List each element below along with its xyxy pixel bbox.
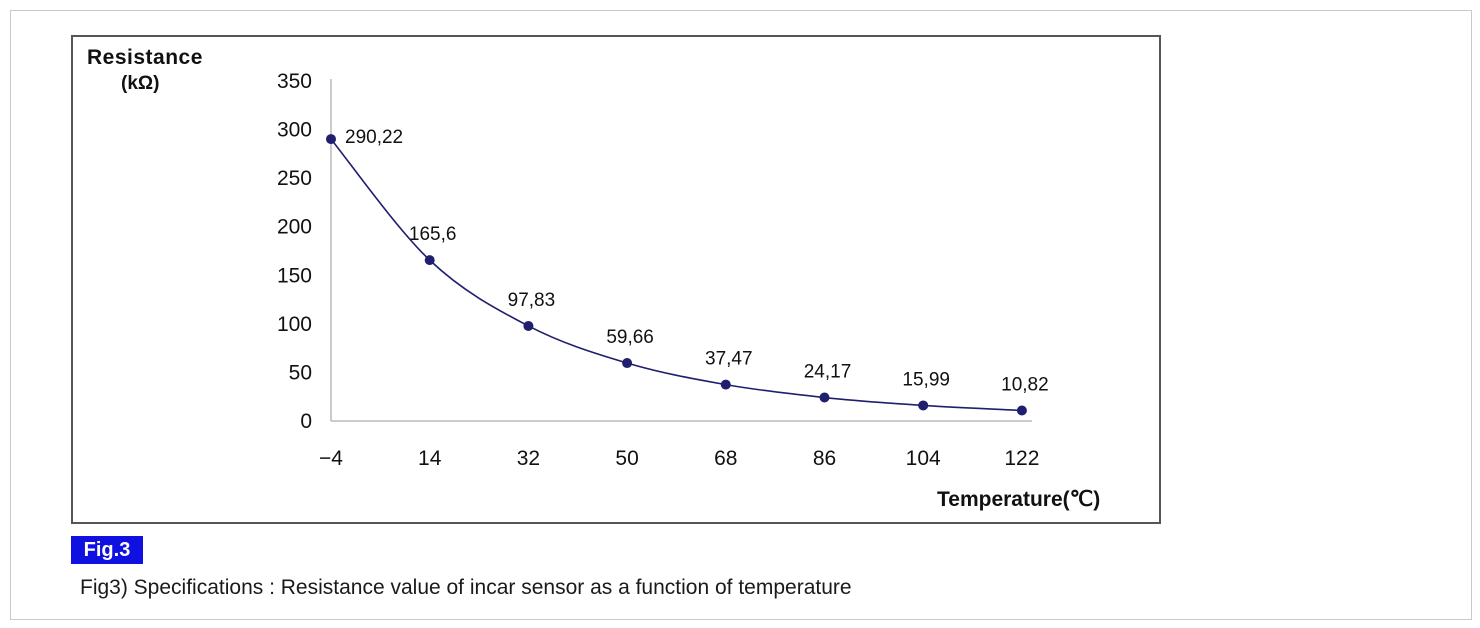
x-axis-title: Temperature(℃) xyxy=(937,488,1101,511)
figure-badge: Fig.3 xyxy=(71,536,143,564)
data-label: 97,83 xyxy=(508,290,556,311)
data-label: 165,6 xyxy=(409,224,457,245)
y-tick-label: 200 xyxy=(277,216,312,239)
x-tick-label: 32 xyxy=(517,447,540,470)
data-point xyxy=(1016,405,1027,416)
x-tick-label: −4 xyxy=(319,447,343,470)
x-tick-label: 104 xyxy=(906,447,941,470)
data-label: 290,22 xyxy=(345,127,403,148)
x-tick-label: 68 xyxy=(714,447,737,470)
figure-frame xyxy=(10,10,1472,620)
y-tick-label: 350 xyxy=(277,70,312,93)
data-point xyxy=(424,255,435,266)
chart-area xyxy=(71,35,1161,524)
y-tick-label: 0 xyxy=(300,410,312,433)
x-tick-label: 86 xyxy=(813,447,836,470)
x-tick-label: 50 xyxy=(615,447,638,470)
y-tick-label: 300 xyxy=(277,119,312,142)
y-tick-label: 150 xyxy=(277,264,312,287)
data-label: 59,66 xyxy=(606,327,654,348)
data-point xyxy=(326,134,336,145)
data-point xyxy=(523,320,534,331)
data-point xyxy=(720,379,731,390)
figure-caption: Fig3) Specifications : Resistance value … xyxy=(80,576,852,599)
y-tick-label: 100 xyxy=(277,313,312,336)
data-point xyxy=(819,392,830,403)
data-point xyxy=(622,358,633,369)
data-label: 10,82 xyxy=(1001,374,1049,395)
y-tick-label: 250 xyxy=(277,167,312,190)
data-label: 24,17 xyxy=(804,362,852,383)
data-point xyxy=(918,400,929,411)
x-tick-label: 14 xyxy=(418,447,442,470)
y-tick-label: 50 xyxy=(289,361,312,384)
data-label: 37,47 xyxy=(705,349,753,370)
x-tick-label: 122 xyxy=(1004,447,1039,470)
data-label: 15,99 xyxy=(902,369,950,390)
y-axis-unit: (kΩ) xyxy=(121,73,160,94)
y-axis-title: Resistance xyxy=(87,46,203,69)
